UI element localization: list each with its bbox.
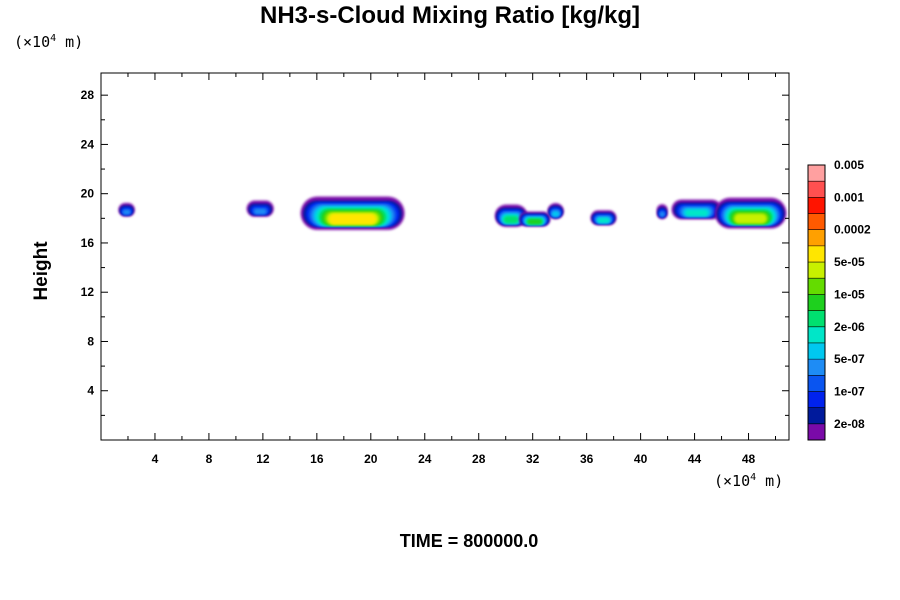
cloud-level (503, 216, 519, 224)
cloud-patch (671, 199, 722, 220)
colorbar-swatch (808, 278, 825, 295)
x-tick-label: 44 (688, 452, 702, 466)
x-tick-label: 24 (418, 452, 432, 466)
x-tick-label: 4 (152, 452, 159, 466)
colorbar-swatch (808, 391, 825, 408)
colorbar-label: 5e-05 (834, 255, 865, 269)
cloud-level (527, 219, 542, 225)
x-tick-label: 28 (472, 452, 486, 466)
cloud-patch (714, 197, 787, 229)
cloud-level (734, 213, 767, 224)
colorbar-swatch (808, 375, 825, 392)
colorbar-swatch (808, 326, 825, 344)
colorbar-label: 0.005 (834, 158, 864, 172)
colorbar-swatch (808, 294, 825, 311)
x-tick-label: 36 (580, 452, 594, 466)
cloud-patch (300, 196, 405, 230)
cloud-patch (656, 204, 668, 220)
y-tick-label: 28 (81, 88, 95, 102)
colorbar-label: 2e-08 (834, 417, 865, 431)
cloud-patch (519, 211, 551, 227)
cloud-patch (547, 203, 564, 220)
colorbar: 2e-08 1e-07 5e-07 2e-06 1e-05 5e-05 0.0002 0.00… (807, 158, 871, 441)
colorbar-swatch (808, 407, 825, 425)
colorbar-label: 5e-07 (834, 352, 865, 366)
y-tick-label: 20 (81, 187, 95, 201)
colorbar-swatch (808, 245, 825, 263)
y-tick-label: 16 (81, 236, 95, 250)
colorbar-label: 2e-06 (834, 320, 865, 334)
x-axis-unit: (×104 m) (714, 472, 784, 490)
cloud-level (329, 213, 376, 225)
x-tick-label: 20 (364, 452, 378, 466)
x-tick-label: 8 (206, 452, 213, 466)
x-tick-label: 48 (742, 452, 756, 466)
x-tick-label: 12 (256, 452, 270, 466)
colorbar-swatch (808, 342, 825, 360)
x-tick-label: 40 (634, 452, 648, 466)
cloud-level (122, 210, 131, 215)
colorbar-swatch (808, 181, 825, 198)
cloud-level (551, 211, 560, 217)
colorbar-swatch (808, 197, 825, 214)
colorbar-swatch (808, 359, 825, 376)
y-tick-label: 24 (81, 137, 95, 151)
colorbar-label: 1e-07 (834, 384, 865, 398)
colorbar-swatch (808, 229, 825, 247)
colorbar-swatch (808, 262, 825, 279)
colorbar-label: 0.001 (834, 190, 864, 204)
colorbar-label: 1e-05 (834, 287, 865, 301)
cloud-level (685, 209, 708, 217)
cloud-patch (494, 204, 528, 227)
colorbar-swatch (808, 165, 825, 182)
cloud-field (118, 196, 787, 230)
cloud-patch (246, 200, 274, 217)
colorbar-swatch (808, 423, 825, 441)
cloud-level (659, 211, 665, 217)
colorbar-frame (807, 164, 826, 441)
colorbar-swatch (808, 213, 825, 231)
colorbar-label: 0.0002 (834, 223, 871, 237)
time-footer: TIME = 800000.0 (399, 531, 539, 551)
x-tick-label: 16 (310, 452, 324, 466)
x-tick-label: 32 (526, 452, 540, 466)
colorbar-swatch (808, 310, 825, 328)
y-axis-unit: (×104 m) (14, 33, 84, 51)
cloud-level (254, 208, 267, 215)
cloud-level (597, 218, 610, 223)
chart-title: NH3-s-Cloud Mixing Ratio [kg/kg] (260, 2, 640, 29)
plot-frame (100, 72, 790, 441)
cloud-patch (118, 202, 135, 217)
y-tick-label: 8 (87, 334, 94, 348)
y-tick-label: 4 (87, 384, 94, 398)
cloud-patch (590, 210, 617, 226)
y-tick-label: 12 (81, 285, 95, 299)
